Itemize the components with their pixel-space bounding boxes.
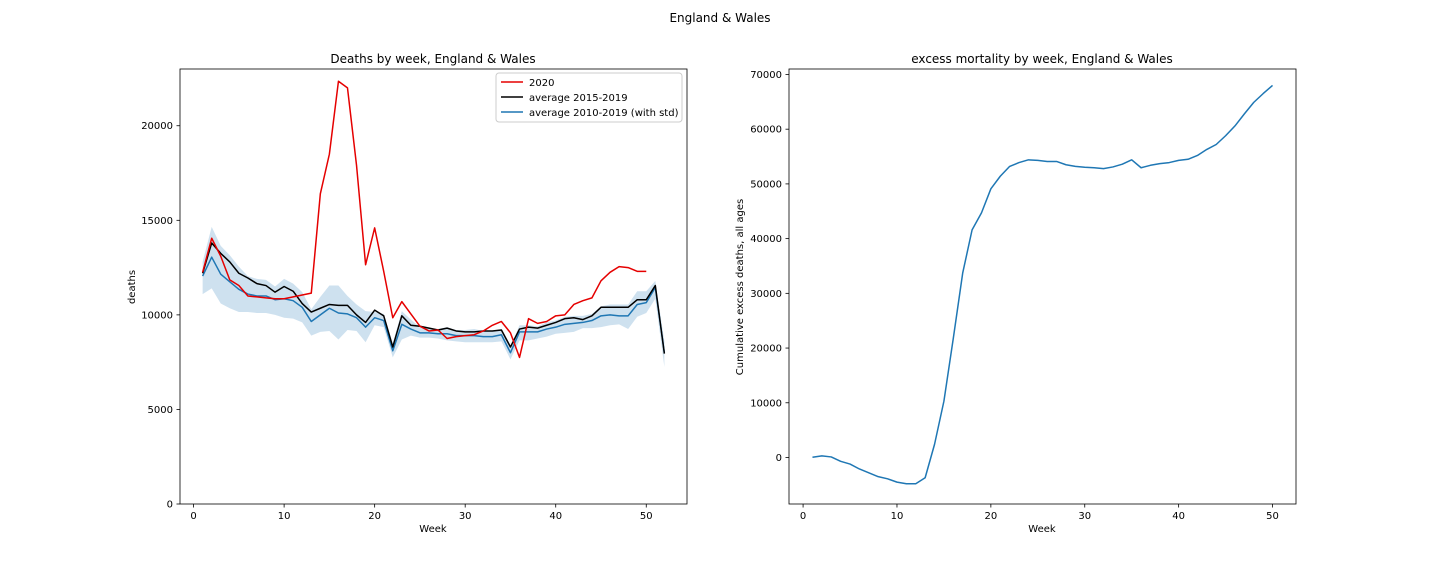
right-x-tick-label: 50 xyxy=(1266,511,1279,522)
right-y-axis-label: Cumulative excess deaths, all ages xyxy=(735,199,746,375)
left-y-tick-label: 15000 xyxy=(141,216,173,227)
left-x-tick-label: 10 xyxy=(278,511,291,522)
right-chart-title: excess mortality by week, England & Wale… xyxy=(911,52,1173,66)
right-x-tick-label: 0 xyxy=(800,511,806,522)
right-series-layer xyxy=(812,84,1274,485)
legend-label-avg-2015-2019: average 2015-2019 xyxy=(529,93,628,104)
right-y-tick-label: 0 xyxy=(776,453,782,464)
right-x-tick-label: 30 xyxy=(1078,511,1091,522)
right-x-tick-label: 40 xyxy=(1172,511,1185,522)
left-y-tick-label: 10000 xyxy=(141,310,173,321)
left-chart-title: Deaths by week, England & Wales xyxy=(330,52,535,66)
right-y-tick-label: 70000 xyxy=(750,70,782,81)
left-series-line-2020 xyxy=(201,80,647,359)
legend-frame xyxy=(495,72,683,123)
right-x-tick-label: 20 xyxy=(984,511,997,522)
right-y-tick-label: 60000 xyxy=(750,125,782,136)
right-y-tick-label: 20000 xyxy=(750,344,782,355)
left-y-tick-label: 0 xyxy=(167,500,173,511)
right-y-tick-label: 50000 xyxy=(750,179,782,190)
left-series-line-average-2015-2019 xyxy=(201,242,666,354)
deaths-by-week-panel: Deaths by week, England & Wales 0 10 20 30 4… xyxy=(127,52,688,535)
right-y-axis: 0 10000 20000 30000 40000 50000 60000 70000 xyxy=(750,70,789,464)
left-y-tick-label: 20000 xyxy=(141,121,173,132)
legend-label-2020: 2020 xyxy=(529,78,554,89)
left-x-tick-label: 30 xyxy=(459,511,472,522)
legend-label-avg-2010-2019: average 2010-2019 (with std) xyxy=(529,108,679,119)
left-x-axis: 0 10 20 30 40 50 xyxy=(190,504,653,522)
left-x-tick-label: 20 xyxy=(368,511,381,522)
std-band-area xyxy=(202,226,665,367)
right-y-tick-label: 30000 xyxy=(750,289,782,300)
right-x-tick-label: 10 xyxy=(891,511,904,522)
left-y-tick-label: 5000 xyxy=(148,405,173,416)
right-series-line-cumulative-excess xyxy=(812,84,1274,485)
right-x-axis: 0 10 20 30 40 50 xyxy=(800,504,1279,522)
excess-mortality-panel: excess mortality by week, England & Wale… xyxy=(735,52,1297,535)
left-x-tick-label: 0 xyxy=(190,511,196,522)
left-x-axis-label: Week xyxy=(419,524,447,535)
left-y-axis-label: deaths xyxy=(127,270,138,304)
figure-suptitle: England & Wales xyxy=(669,11,770,25)
right-x-axis-label: Week xyxy=(1028,524,1056,535)
left-y-axis: 0 5000 10000 15000 20000 xyxy=(141,121,180,511)
right-y-tick-label: 10000 xyxy=(750,398,782,409)
right-axes-frame xyxy=(788,68,1297,505)
right-y-tick-label: 40000 xyxy=(750,234,782,245)
std-band-layer xyxy=(202,226,665,367)
left-axes-frame xyxy=(179,68,688,505)
legend: 2020 average 2015-2019 average 2010-2019… xyxy=(495,72,683,123)
left-series-layer xyxy=(201,80,666,359)
left-x-tick-label: 40 xyxy=(549,511,562,522)
left-x-tick-label: 50 xyxy=(640,511,653,522)
